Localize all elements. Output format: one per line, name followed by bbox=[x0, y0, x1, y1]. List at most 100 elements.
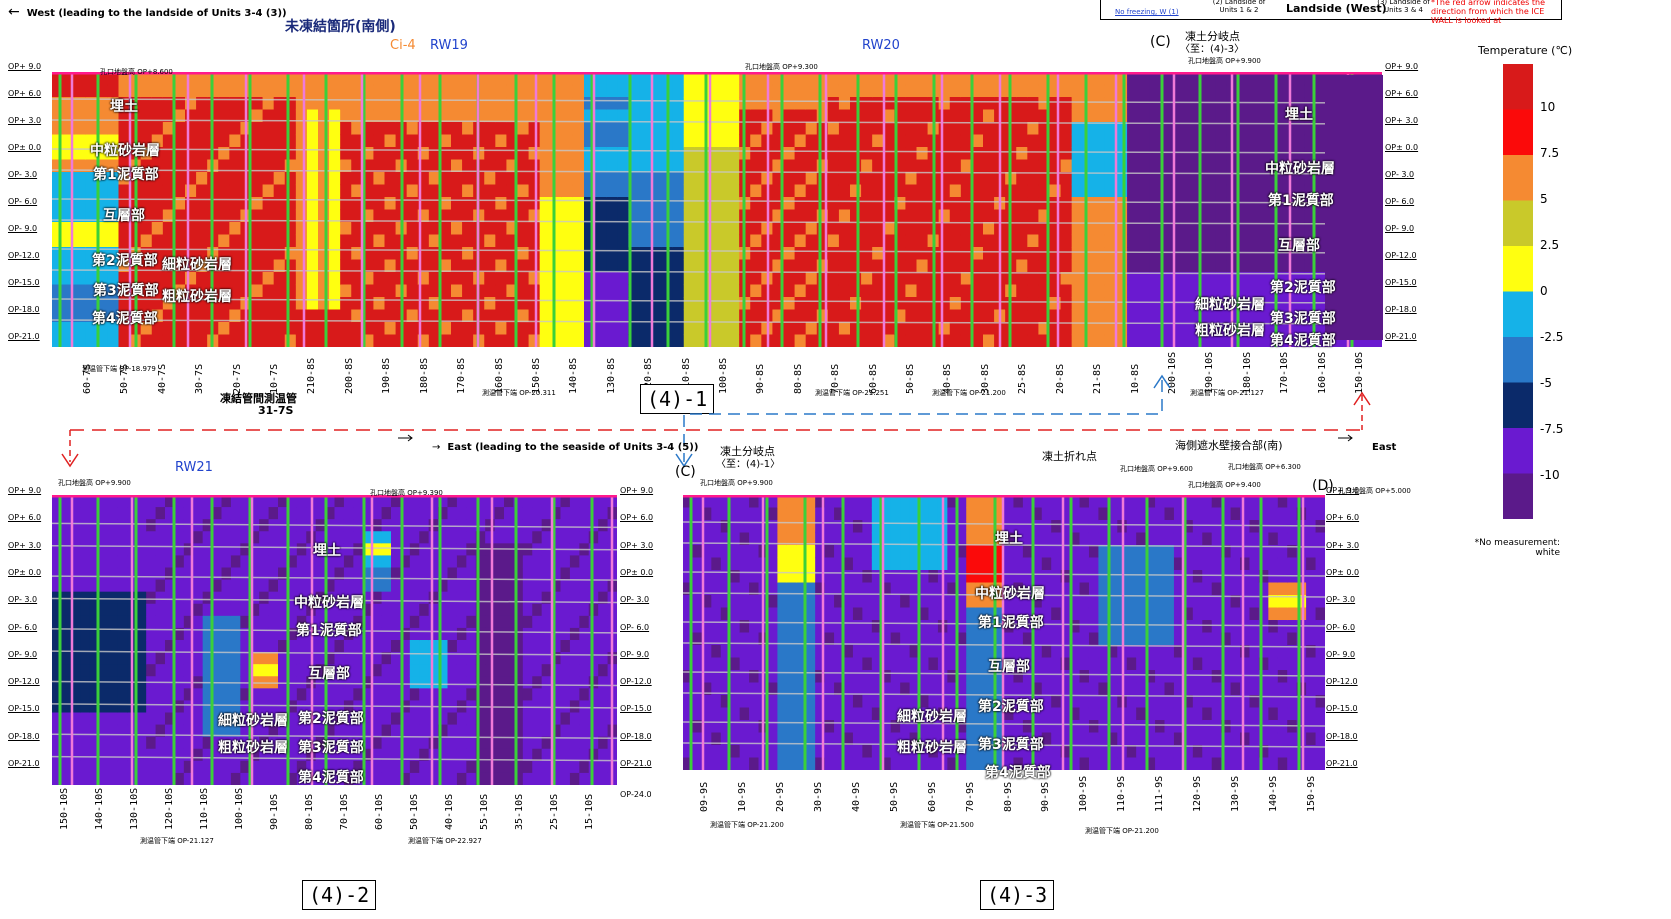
heatmap-cell bbox=[174, 495, 185, 508]
heatmap-cell bbox=[504, 615, 515, 629]
heatmap-cell bbox=[506, 109, 519, 123]
heatmap-cell bbox=[85, 197, 97, 211]
heatmap-cell bbox=[900, 532, 911, 546]
heatmap-cell bbox=[550, 259, 563, 273]
heatmap-cell bbox=[506, 247, 519, 261]
heatmap-cell bbox=[805, 97, 818, 111]
heatmap-cell bbox=[1171, 222, 1184, 236]
heatmap-cell bbox=[1182, 272, 1195, 286]
heatmap-cell bbox=[850, 159, 862, 173]
heatmap-cell bbox=[579, 712, 590, 726]
heatmap-cell bbox=[372, 567, 383, 581]
heatmap-cell bbox=[428, 543, 439, 557]
heatmap-cell bbox=[739, 607, 750, 621]
heatmap-cell bbox=[362, 72, 375, 86]
heatmap-cell bbox=[617, 147, 629, 161]
heatmap-cell bbox=[815, 632, 826, 646]
heatmap-cell bbox=[617, 234, 629, 248]
heatmap-cell bbox=[475, 531, 486, 544]
heatmap-cell bbox=[504, 712, 515, 726]
heatmap-cell bbox=[701, 532, 712, 546]
heatmap-cell bbox=[949, 284, 962, 298]
heatmap-cell bbox=[824, 620, 835, 634]
heatmap-cell bbox=[694, 84, 707, 98]
heatmap-cell bbox=[579, 507, 590, 520]
op-level-label: OP-15.0 bbox=[8, 704, 40, 714]
heatmap-cell bbox=[268, 712, 279, 726]
heatmap-cell bbox=[843, 520, 854, 534]
heatmap-cell bbox=[99, 603, 110, 617]
heatmap-cell bbox=[739, 507, 750, 521]
heatmap-cell bbox=[174, 615, 185, 629]
heatmap-cell bbox=[919, 532, 930, 546]
heatmap-cell bbox=[202, 579, 213, 593]
heatmap-cell bbox=[983, 222, 995, 236]
heatmap-cell bbox=[894, 234, 907, 248]
heatmap-cell bbox=[268, 640, 279, 653]
heatmap-cell bbox=[391, 760, 402, 774]
heatmap-cell bbox=[827, 247, 840, 261]
heatmap-cell bbox=[541, 652, 552, 665]
heatmap-cell bbox=[262, 222, 275, 236]
heatmap-cell bbox=[717, 247, 729, 261]
heatmap-cell bbox=[617, 122, 629, 136]
heatmap-cell bbox=[80, 760, 91, 774]
heatmap-cell bbox=[193, 736, 204, 750]
heatmap-cell bbox=[824, 607, 835, 621]
heatmap-cell bbox=[850, 247, 862, 261]
heatmap-cell bbox=[909, 570, 920, 584]
heatmap-cell bbox=[683, 147, 696, 161]
heatmap-cell bbox=[1160, 97, 1173, 111]
heatmap-cell bbox=[843, 595, 854, 609]
heatmap-cell bbox=[249, 531, 260, 544]
heatmap-cell bbox=[1260, 284, 1272, 298]
stratum-label: 互層部 bbox=[308, 666, 350, 682]
heatmap-cell bbox=[400, 664, 411, 677]
heatmap-cell bbox=[384, 297, 397, 311]
heatmap-cell bbox=[805, 147, 818, 161]
heatmap-cell bbox=[909, 607, 920, 621]
heatmap-cell bbox=[683, 222, 696, 236]
heatmap-cell bbox=[351, 322, 363, 336]
heatmap-cell bbox=[517, 109, 530, 123]
heatmap-cell bbox=[174, 724, 185, 738]
heatmap-cell bbox=[843, 720, 854, 734]
heatmap-cell bbox=[598, 652, 609, 665]
heatmap-cell bbox=[273, 222, 286, 236]
heatmap-cell bbox=[284, 97, 297, 111]
stratum-label: 第4泥質部 bbox=[92, 311, 158, 327]
heatmap-cell bbox=[196, 72, 208, 86]
heatmap-cell bbox=[212, 652, 223, 665]
heatmap-cell bbox=[1282, 159, 1294, 173]
heatmap-cell bbox=[720, 645, 731, 659]
heatmap-cell bbox=[278, 555, 289, 569]
heatmap-cell bbox=[202, 567, 213, 581]
heatmap-cell bbox=[99, 531, 110, 544]
heatmap-cell bbox=[694, 222, 707, 236]
pipe-label: 凍結管間測温管 bbox=[220, 392, 297, 405]
heatmap-cell bbox=[772, 109, 785, 123]
heatmap-cell bbox=[384, 309, 397, 323]
heatmap-cell bbox=[438, 555, 449, 569]
heatmap-cell bbox=[705, 222, 718, 236]
heatmap-cell bbox=[783, 122, 796, 136]
heatmap-cell bbox=[230, 507, 241, 520]
heatmap-cell bbox=[362, 736, 373, 750]
heatmap-cell bbox=[325, 627, 336, 641]
heatmap-cell bbox=[730, 757, 741, 771]
heatmap-cell bbox=[318, 147, 330, 161]
heatmap-cell bbox=[919, 520, 930, 534]
heatmap-cell bbox=[750, 97, 762, 111]
heatmap-cell bbox=[362, 109, 375, 123]
heatmap-cell bbox=[894, 172, 907, 186]
heatmap-cell bbox=[451, 172, 463, 186]
heatmap-cell bbox=[1016, 334, 1028, 348]
heatmap-cell bbox=[872, 259, 884, 273]
section-4-1-heatmap bbox=[51, 71, 1383, 348]
heatmap-cell bbox=[827, 172, 840, 186]
heatmap-cell bbox=[52, 688, 63, 702]
heatmap-cell bbox=[532, 615, 543, 629]
heatmap-cell bbox=[683, 595, 694, 609]
heatmap-cell bbox=[522, 736, 533, 750]
heatmap-cell bbox=[89, 772, 100, 786]
